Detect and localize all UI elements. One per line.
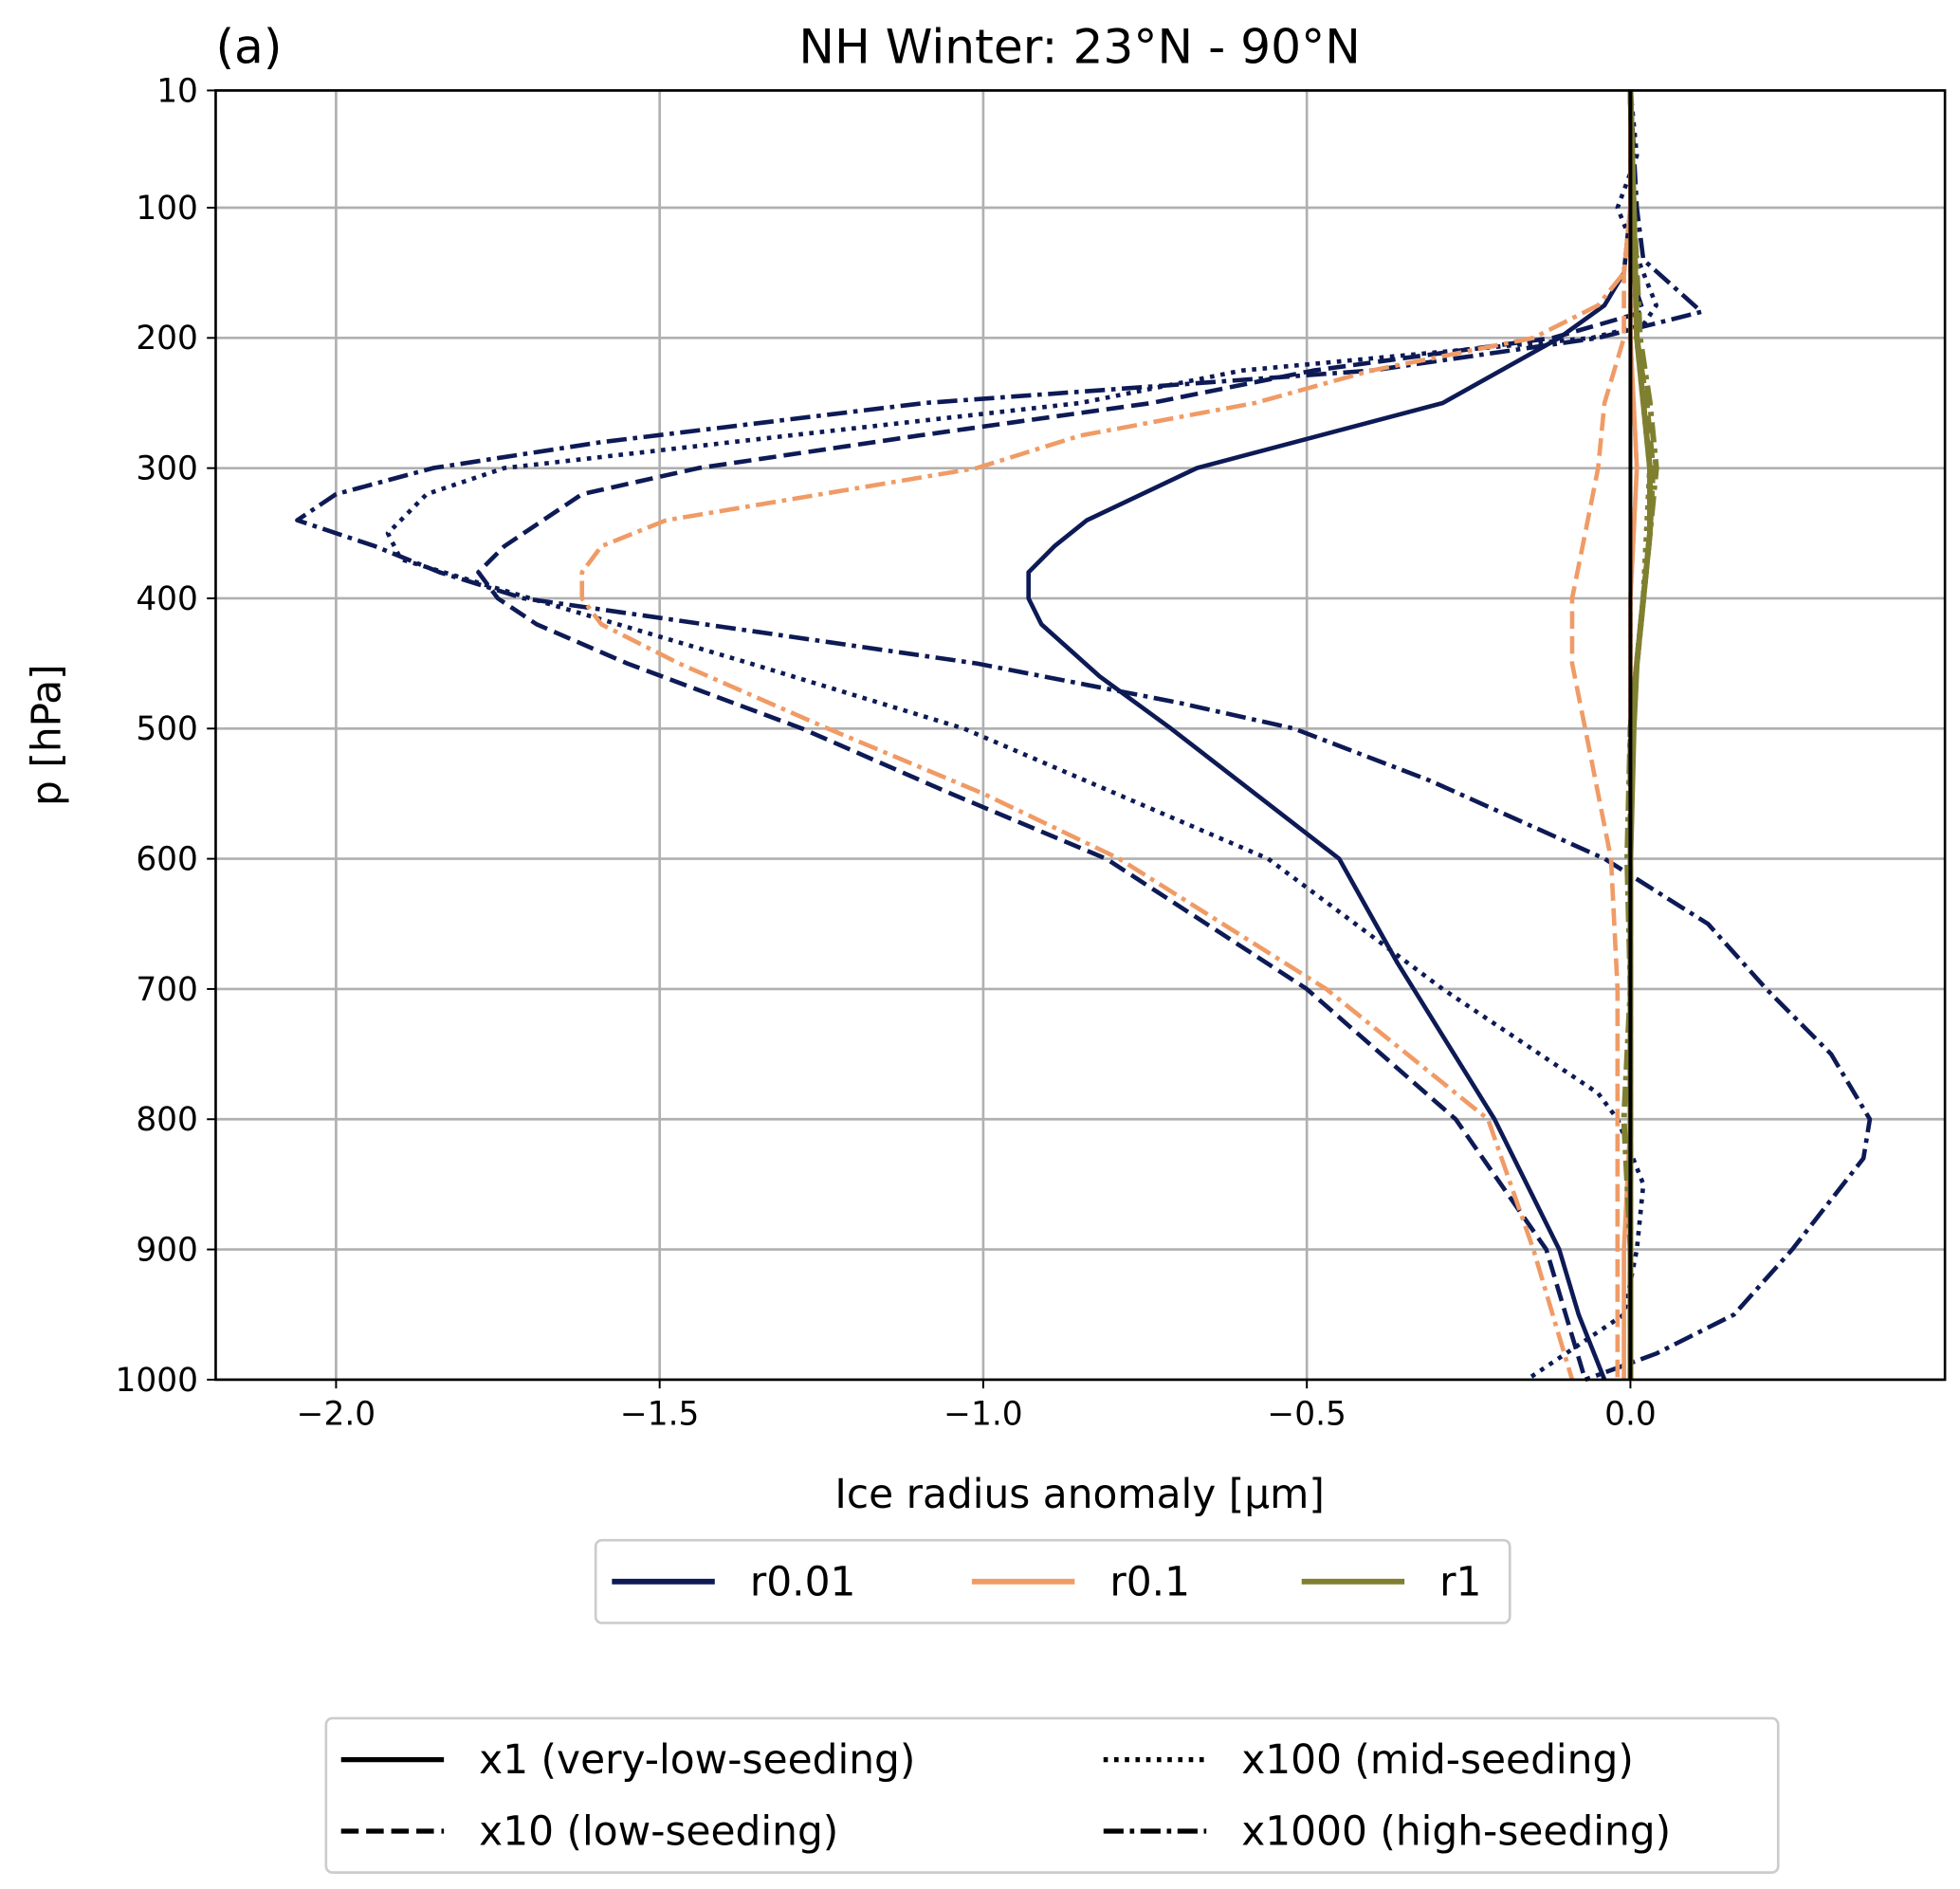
x-tick-label: 0.0 [1604,1396,1657,1434]
series-line-r0-1-x1000 [579,90,1633,1381]
x-tick-label: −0.5 [1267,1396,1346,1434]
y-tick-label: 400 [136,580,198,618]
y-tick-label: 200 [136,320,198,358]
legend-label-r0-1: r0.1 [1109,1558,1190,1605]
legend-label-dotted: x100 (mid-seeding) [1241,1736,1634,1783]
x-tick-label: −1.0 [943,1396,1022,1434]
plot-frame [214,89,1947,1382]
legend-label-dashed: x10 (low-seeding) [479,1808,838,1855]
style-legend-box [324,1716,1780,1874]
legend-label-r0-01: r0.01 [750,1558,856,1605]
y-tick-label: 300 [136,450,198,488]
chart-title: NH Winter: 23°N - 90°N [798,18,1360,74]
x-tick-label: −1.5 [620,1396,699,1434]
legend-label-solid: x1 (very-low-seeding) [479,1736,915,1783]
y-tick-label: 500 [136,710,198,748]
y-tick-label: 900 [136,1231,198,1269]
y-tick-label: 600 [136,841,198,879]
y-tick-label: 1000 [115,1362,197,1400]
x-tick-label: −2.0 [297,1396,376,1434]
series-line-r1-x100 [1627,90,1653,1380]
x-axis-ticks: −2.0 −1.5 −1.0 −0.5 0.0 [297,1379,1657,1434]
style-legend: x1 (very-low-seeding) x100 (mid-seeding) x… [324,1716,1780,1874]
y-axis-ticks: 10 100 200 300 400 500 600 700 800 900 1000 [115,72,216,1400]
series-line-r0-1-x10 [1569,90,1633,1380]
series-line-r0-01-x1 [1026,90,1633,1381]
legend-label-dashdot: x1000 (high-seeding) [1241,1808,1671,1855]
y-tick-label: 800 [136,1101,198,1139]
y-tick-label: 100 [136,190,198,228]
series-line-r1-x1000 [1621,90,1659,1380]
y-axis-label: p [hPa] [23,664,69,806]
color-legend: r0.01 r0.1 r1 [594,1538,1511,1624]
x-axis-label: Ice radius anomaly [µm] [834,1471,1324,1517]
y-tick-label: 10 [156,72,198,110]
panel-label: (a) [215,18,282,74]
series-line-r0-01-x10 [476,90,1646,1381]
series-line-r0-01-x1000 [295,90,1873,1383]
legend-label-r1: r1 [1439,1558,1481,1605]
y-tick-label: 700 [136,971,198,1009]
